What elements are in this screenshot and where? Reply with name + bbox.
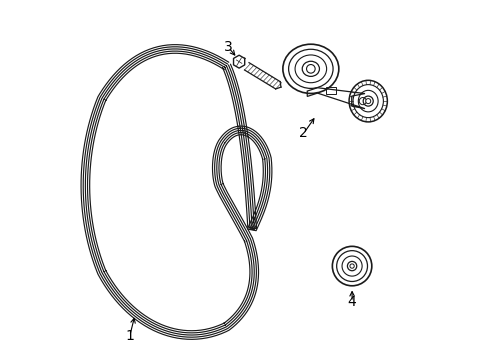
Text: 4: 4 xyxy=(347,295,356,309)
Circle shape xyxy=(365,99,370,104)
Circle shape xyxy=(349,264,353,268)
Text: 3: 3 xyxy=(224,40,232,54)
Text: 2: 2 xyxy=(299,126,307,140)
Text: 1: 1 xyxy=(125,329,134,343)
Circle shape xyxy=(306,64,314,73)
